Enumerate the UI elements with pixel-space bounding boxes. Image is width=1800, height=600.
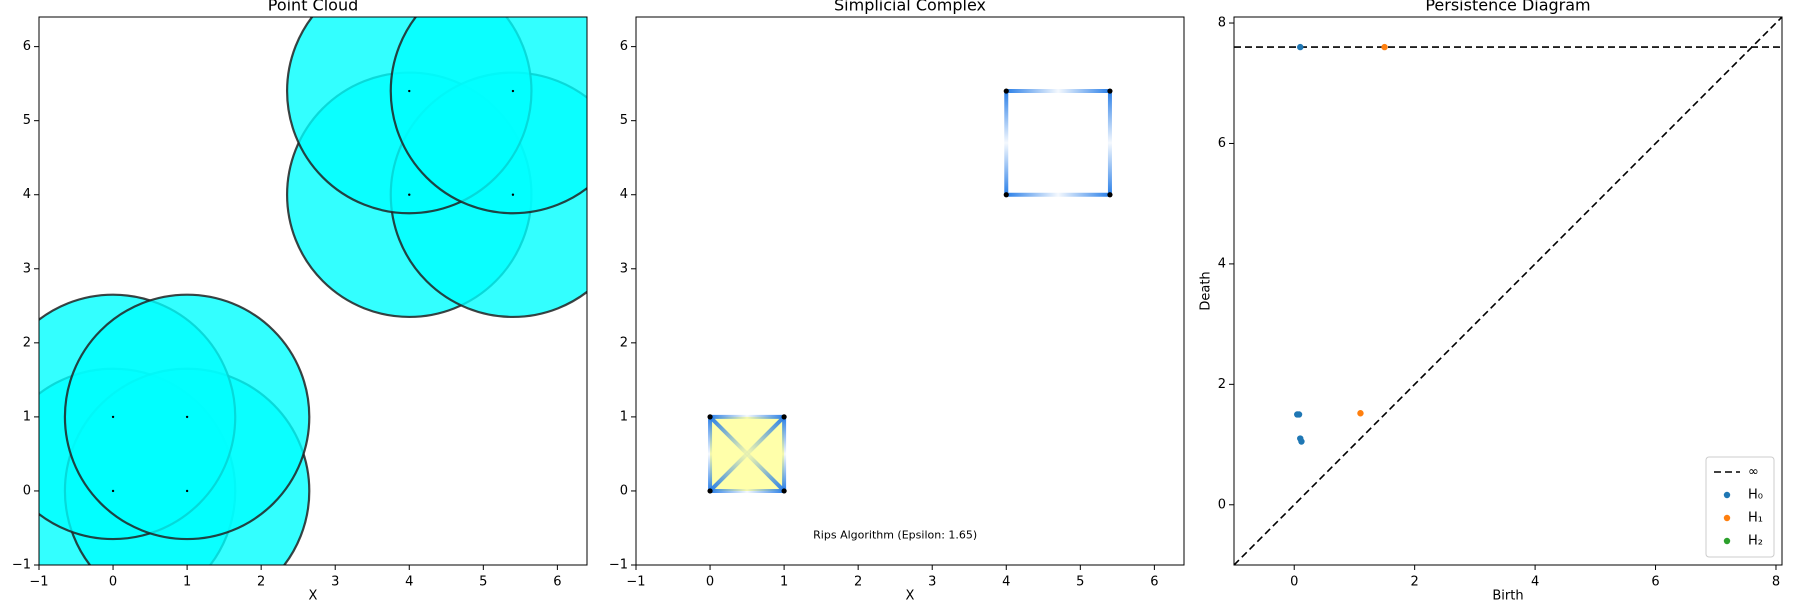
x-tick-label: 4: [405, 575, 413, 590]
y-tick-label: 6: [1218, 136, 1226, 151]
y-tick-label: 0: [23, 483, 31, 498]
y-tick-label: 0: [1218, 497, 1226, 512]
x-tick-label: 2: [1411, 575, 1419, 590]
panel: Rips Algorithm (Epsilon: 1.65) −1 0 1 2 3 4 5 6 −…: [609, 0, 1185, 600]
point: [408, 193, 411, 196]
x-tick-label: 1: [183, 575, 191, 590]
vertex: [1107, 192, 1113, 198]
vertex: [1003, 88, 1009, 94]
x-tick-label: 0: [706, 575, 714, 590]
y-tick-label: 5: [620, 113, 628, 128]
chart-title: Point Cloud: [268, 0, 359, 15]
y-tick-label: −1: [12, 558, 31, 573]
point: [185, 489, 189, 493]
axes-frame: [38, 16, 588, 566]
vertex: [707, 488, 713, 494]
diagram-point: [1357, 410, 1364, 417]
x-tick-label: 3: [331, 575, 339, 590]
y-tick-label: 1: [23, 409, 31, 424]
x-tick-label: 5: [1076, 575, 1084, 590]
legend: ∞ H₀ H₁ H₂: [1705, 456, 1775, 558]
x-tick-label: 0: [109, 575, 117, 590]
edge: [708, 415, 786, 493]
y-tick-label: 3: [23, 261, 31, 276]
x-tick-label: 6: [553, 575, 561, 590]
point: [408, 89, 411, 93]
plot-area: [707, 88, 1113, 494]
x-tick-label: 2: [854, 575, 862, 590]
diagram-point: [1295, 411, 1303, 418]
point: [111, 415, 115, 419]
legend-label: H₁: [1748, 511, 1763, 526]
vertex: [1003, 192, 1009, 198]
axes-frame: [1233, 16, 1783, 566]
point: [511, 89, 515, 93]
axes-frame: [635, 16, 1185, 566]
y-tick-label: 6: [23, 39, 31, 54]
x-axis-label: X: [906, 589, 915, 600]
diagonal: [1234, 17, 1782, 565]
diagram-point: [1298, 438, 1305, 445]
y-axis-label: Death: [1199, 271, 1214, 310]
x-tick-label: 0: [1290, 575, 1298, 590]
x-axis-label: X: [309, 589, 318, 600]
vertex: [707, 414, 713, 420]
plot-area: [39, 17, 587, 565]
legend-label: ∞: [1748, 465, 1759, 480]
legend-box: [1705, 456, 1775, 558]
x-tick-label: −1: [29, 575, 48, 590]
chart-title: Simplicial Complex: [834, 0, 986, 15]
y-tick-label: 4: [1218, 256, 1226, 271]
x-tick-label: 4: [1531, 575, 1539, 590]
y-tick-label: 0: [620, 483, 628, 498]
legend-label: H₂: [1748, 534, 1763, 549]
y-tick-label: 5: [23, 113, 31, 128]
vertex: [1107, 88, 1113, 94]
legend-label: H₀: [1748, 488, 1763, 503]
y-tick-label: 4: [23, 187, 31, 202]
legend-marker: [1723, 491, 1731, 499]
legend-marker: [1723, 514, 1731, 522]
y-tick-label: 6: [620, 39, 628, 54]
x-tick-label: −1: [626, 575, 645, 590]
x-axis-label: Birth: [1492, 589, 1523, 600]
plot-area: [1234, 17, 1782, 565]
panel: ∞ H₀ H₁ H₂ 0 2 4 6 8 0 2 4 6 8 Persistence Diagram Birt…: [1199, 0, 1783, 600]
x-tick-label: 8: [1772, 575, 1780, 590]
y-tick-label: 4: [620, 187, 628, 202]
y-tick-label: 1: [620, 409, 628, 424]
point: [185, 415, 189, 419]
y-tick-label: 8: [1218, 16, 1226, 31]
annotation: Rips Algorithm (Epsilon: 1.65): [813, 528, 977, 541]
x-tick-label: 5: [479, 575, 487, 590]
vertex: [781, 414, 787, 420]
coverage-disc: [389, 17, 587, 215]
point: [511, 193, 515, 196]
y-tick-label: 3: [620, 261, 628, 276]
diagram-point: [1381, 43, 1388, 51]
x-tick-label: 4: [1002, 575, 1010, 590]
legend-marker: [1723, 537, 1731, 545]
y-tick-label: 2: [1218, 377, 1226, 392]
point: [111, 489, 115, 493]
y-tick-label: 2: [620, 335, 628, 350]
diagram-point: [1297, 43, 1304, 51]
x-tick-label: 6: [1150, 575, 1158, 590]
x-tick-label: 2: [257, 575, 265, 590]
x-tick-label: 3: [928, 575, 936, 590]
chart-title: Persistence Diagram: [1425, 0, 1590, 15]
panel: −1 0 1 2 3 4 5 6 −1 0 1 2 3 4 5 6 Point Cloud X: [12, 0, 588, 600]
vertex: [781, 488, 787, 494]
y-tick-label: −1: [609, 558, 628, 573]
x-tick-label: 1: [780, 575, 788, 590]
x-tick-label: 6: [1651, 575, 1659, 590]
y-tick-label: 2: [23, 335, 31, 350]
